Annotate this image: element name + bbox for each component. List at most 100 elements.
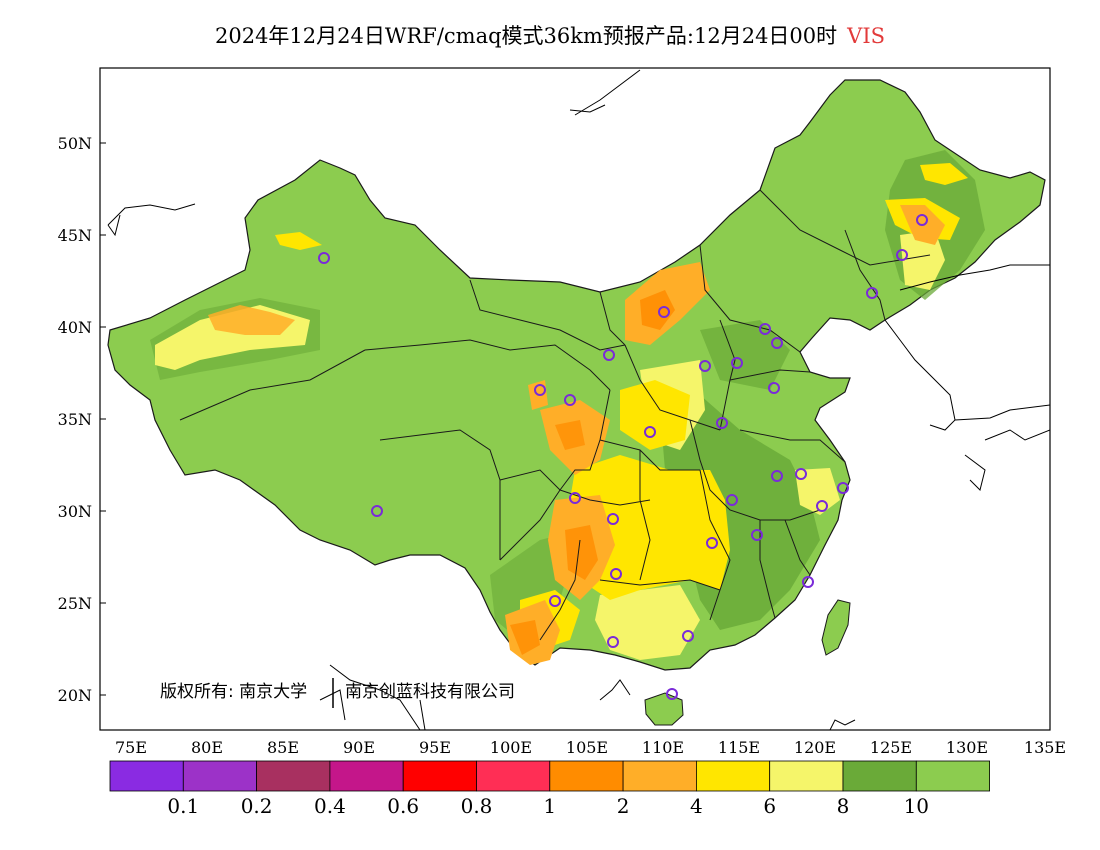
colorbar-swatch: [622, 760, 697, 792]
station-marker: [603, 349, 615, 361]
station-marker: [682, 630, 694, 642]
lon-label: 125E: [870, 738, 912, 757]
station-marker: [569, 492, 581, 504]
lon-label: 130E: [946, 738, 988, 757]
visibility-shading: [150, 150, 985, 665]
station-marker: [371, 505, 383, 517]
lat-label: 50N: [58, 134, 92, 153]
shade-light-yellow: [900, 230, 945, 290]
station-marker: [666, 688, 678, 700]
lat-label: 40N: [58, 318, 92, 337]
latitude-axis: 50N 45N 40N 35N 30N 25N 20N: [58, 134, 106, 705]
station-marker: [549, 595, 561, 607]
colorbar-label: 8: [837, 794, 850, 818]
shade-orange: [208, 305, 295, 335]
lon-label: 135E: [1024, 738, 1066, 757]
colorbar-labels: 0.1 0.2 0.4 0.6 0.8 1 2 4 6 8 10: [167, 794, 929, 818]
station-marker: [716, 417, 728, 429]
lat-label: 30N: [58, 502, 92, 521]
colorbar-swatch: [182, 760, 258, 792]
lon-label: 120E: [794, 738, 836, 757]
station-marker: [795, 468, 807, 480]
station-marker: [768, 382, 780, 394]
colorbar-swatch: [402, 760, 477, 792]
lat-label: 45N: [58, 226, 92, 245]
taiwan-island: [821, 599, 851, 656]
station-marker: [658, 306, 670, 318]
shade-deep-orange: [640, 290, 675, 330]
lat-label: 25N: [58, 594, 92, 613]
station-marker: [706, 537, 718, 549]
station-marker: [731, 357, 743, 369]
shade-light-yellow: [795, 468, 840, 515]
station-marker: [771, 470, 783, 482]
shade-light-yellow: [595, 585, 700, 660]
colorbar-swatch: [696, 760, 771, 792]
shade-yellow: [275, 232, 322, 250]
copyright-right: 南京创蓝科技有限公司: [345, 682, 515, 702]
colorbar-label: 2: [617, 794, 630, 818]
colorbar-label: 0.6: [387, 794, 419, 818]
lon-label: 75E: [115, 738, 147, 757]
colorbar-label: 0.8: [461, 794, 493, 818]
colorbar-swatch: [256, 760, 331, 792]
lon-label: 115E: [718, 738, 760, 757]
station-marker: [699, 360, 711, 372]
colorbar-label: 0.2: [241, 794, 273, 818]
station-marker: [607, 513, 619, 525]
station-marker: [837, 482, 849, 494]
colorbar-label: 4: [690, 794, 703, 818]
colorbar-label: 10: [904, 794, 929, 818]
station-marker: [644, 426, 656, 438]
station-marker: [751, 529, 763, 541]
shade-yellow: [620, 380, 690, 450]
lon-label: 95E: [419, 738, 451, 757]
map-title: 2024年12月24日WRF/cmaq模式36km预报产品:12月24日00时 V…: [0, 20, 1100, 50]
colorbar-swatch: [769, 760, 844, 792]
lon-label: 105E: [566, 738, 608, 757]
lon-label: 90E: [343, 738, 375, 757]
lat-label: 35N: [58, 410, 92, 429]
lon-label: 85E: [267, 738, 299, 757]
colorbar-label: 6: [763, 794, 776, 818]
station-marker: [610, 568, 622, 580]
variable-label: VIS: [847, 24, 886, 48]
station-marker: [759, 323, 771, 335]
shade-deep-orange: [555, 420, 585, 450]
lon-label: 80E: [191, 738, 223, 757]
colorbar-swatch: [549, 760, 624, 792]
copyright-left: 版权所有: 南京大学: [160, 682, 307, 702]
station-marker: [564, 394, 576, 406]
colorbar-swatch: [109, 760, 184, 792]
station-marker: [802, 576, 814, 588]
colorbar-label: 1: [543, 794, 556, 818]
shade-yellow: [920, 163, 968, 185]
station-marker: [916, 214, 928, 226]
colorbar-swatch: [476, 760, 551, 792]
station-marker: [318, 252, 330, 264]
lat-label: 20N: [58, 686, 92, 705]
station-marker: [534, 384, 546, 396]
station-marker: [896, 249, 908, 261]
colorbar-label: 0.4: [314, 794, 346, 818]
lon-label: 100E: [490, 738, 532, 757]
station-marker: [771, 337, 783, 349]
colorbar-swatch: [329, 760, 404, 792]
shade-deep-orange: [510, 620, 540, 655]
neighbor-coastlines: [107, 69, 1050, 730]
colorbar-swatch: [842, 760, 917, 792]
station-markers: [318, 214, 928, 700]
station-marker: [607, 636, 619, 648]
province-borders: [179, 189, 931, 641]
colorbar: [109, 760, 990, 792]
station-marker: [726, 494, 738, 506]
lon-label: 110E: [642, 738, 684, 757]
station-marker: [816, 500, 828, 512]
colorbar-swatch: [915, 760, 990, 792]
shade-deep-orange: [565, 525, 598, 580]
colorbar-label: 0.1: [167, 794, 199, 818]
longitude-axis: 75E 80E 85E 90E 95E 100E 105E 110E 115E …: [115, 738, 1066, 757]
hainan-island: [644, 692, 684, 726]
station-marker: [866, 287, 878, 299]
